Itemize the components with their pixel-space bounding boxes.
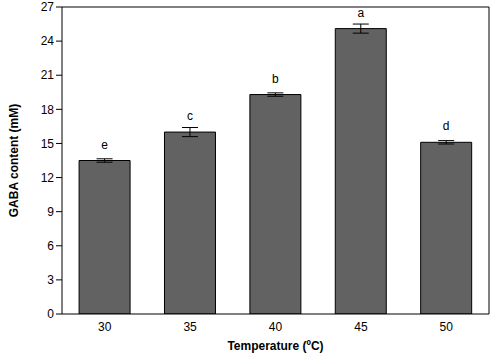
svg-text:27: 27 [41,0,55,14]
svg-text:45: 45 [354,320,368,334]
svg-text:15: 15 [41,137,55,151]
svg-text:24: 24 [41,34,55,48]
svg-text:40: 40 [269,320,283,334]
svg-text:b: b [272,72,279,86]
svg-text:6: 6 [47,239,54,253]
svg-text:9: 9 [47,205,54,219]
svg-text:18: 18 [41,103,55,117]
svg-text:d: d [443,119,450,133]
svg-text:30: 30 [98,320,112,334]
svg-text:0: 0 [47,307,54,321]
svg-text:12: 12 [41,171,55,185]
svg-text:35: 35 [183,320,197,334]
svg-text:21: 21 [41,68,55,82]
svg-text:a: a [357,6,364,20]
svg-text:GABA content (mM): GABA content (mM) [8,104,21,218]
svg-text:e: e [101,138,108,152]
svg-text:c: c [187,109,193,123]
svg-text:Temperature (ºC): Temperature (ºC) [227,339,323,353]
svg-text:3: 3 [47,273,54,287]
svg-text:50: 50 [440,320,454,334]
